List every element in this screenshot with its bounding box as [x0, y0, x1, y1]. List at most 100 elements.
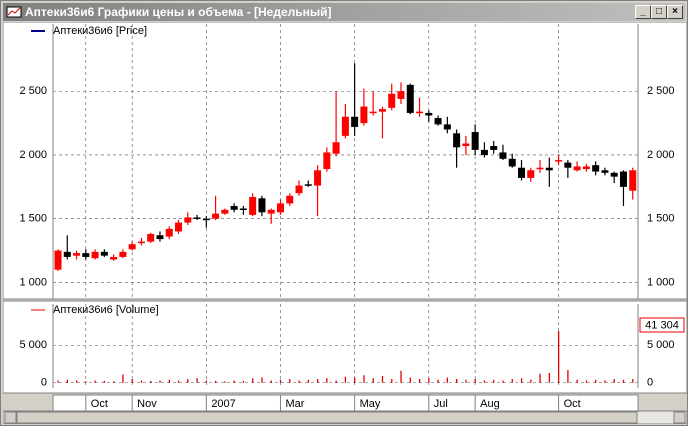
legend-label: Аптеки36и6 [Price] [53, 25, 147, 37]
price-panel [3, 22, 687, 300]
bar [326, 378, 328, 383]
candle-body [323, 152, 331, 169]
candle-body [453, 133, 461, 148]
bar [465, 379, 467, 383]
bar [75, 380, 78, 383]
y-tick-label: 0 [41, 377, 47, 389]
bar [381, 376, 384, 383]
bar [66, 379, 68, 383]
scroll-thumb[interactable] [16, 411, 638, 424]
y-tick-label: 1 000 [19, 276, 47, 288]
bar [233, 380, 235, 383]
bar [483, 380, 486, 383]
candle-body [73, 253, 81, 256]
x-tick-label: Oct [564, 398, 581, 410]
minimize-button[interactable]: _ [635, 5, 651, 19]
legend-label: Аптеки36и6 [Volume] [53, 304, 159, 316]
bar [252, 378, 254, 383]
scroll-right[interactable] [673, 411, 686, 424]
scroll-left[interactable] [4, 411, 17, 424]
bar [493, 379, 495, 383]
y-tick-label: 1 500 [647, 213, 675, 225]
candle-body [573, 166, 581, 171]
candle-body [536, 167, 544, 170]
candle-body [378, 109, 386, 112]
bar [530, 379, 532, 383]
x-tick-label: Mar [285, 398, 304, 410]
bar [576, 379, 578, 383]
candle-body [193, 217, 201, 219]
bar [168, 379, 170, 383]
bar [279, 379, 282, 383]
bar [224, 381, 226, 383]
bar [113, 381, 115, 383]
bar [502, 380, 504, 383]
candle-body [416, 111, 424, 114]
bar [520, 378, 523, 383]
x-tick-label: Nov [137, 398, 157, 410]
bar [632, 379, 634, 383]
x-tick-label: Oct [91, 398, 108, 410]
bar [94, 380, 96, 383]
candle-body [147, 234, 155, 242]
bar [474, 379, 476, 383]
title-bar: Аптеки36и6 Графики цены и объема - [Неде… [3, 3, 685, 21]
candle-body [619, 171, 627, 187]
bar [187, 379, 189, 383]
x-tick-label: 2007 [211, 398, 235, 410]
candle-body [221, 209, 229, 214]
bar [150, 380, 152, 383]
candle-body [267, 209, 275, 214]
candle-body [564, 162, 572, 168]
x-tick-label: Aug [480, 398, 500, 410]
candle-body [82, 253, 90, 257]
bar [613, 379, 615, 383]
candle-body [54, 250, 62, 270]
candle-body [156, 235, 164, 240]
candle-body [119, 251, 127, 257]
x-tick-label: Jul [434, 398, 448, 410]
bar [622, 379, 625, 383]
candle-body [508, 158, 516, 167]
candle-body [137, 241, 145, 244]
bar [122, 374, 124, 383]
y-tick-label: 1 500 [19, 213, 47, 225]
candle-body [545, 167, 553, 171]
candle-body [314, 170, 322, 186]
bar [214, 380, 217, 383]
candle-body [518, 167, 525, 178]
y-tick-label: 2 000 [647, 149, 675, 161]
candle-body [462, 143, 470, 147]
candle-body [286, 195, 294, 204]
candle-body [239, 208, 247, 211]
candle-body [480, 149, 488, 155]
bar [363, 375, 365, 383]
candle-body [397, 91, 405, 99]
candle-body [341, 116, 349, 136]
chart: Аптеки36и6 [Price] Аптеки36и6 [Volume] 4… [3, 22, 687, 424]
close-button[interactable]: × [667, 5, 683, 19]
candle-body [527, 170, 535, 178]
candle-body [110, 256, 118, 260]
candle-body [555, 160, 563, 162]
candle-body [63, 251, 71, 257]
y-tick-label: 5 000 [647, 339, 675, 351]
bar [242, 380, 245, 383]
bar [567, 370, 569, 383]
bar [140, 380, 143, 383]
app-icon [6, 6, 22, 18]
y-tick-label: 2 500 [647, 85, 675, 97]
candle-body [202, 218, 210, 221]
candle-body [369, 111, 377, 114]
candle-body [100, 251, 108, 256]
x-tick-label: May [360, 398, 381, 410]
bar [131, 379, 133, 383]
bar [400, 370, 402, 383]
bar [85, 381, 87, 383]
candle-body [629, 170, 637, 191]
candle-body [91, 251, 99, 259]
maximize-button[interactable]: □ [651, 5, 667, 19]
candle-body [499, 152, 507, 159]
candle-body [425, 112, 433, 116]
bar [344, 376, 347, 383]
